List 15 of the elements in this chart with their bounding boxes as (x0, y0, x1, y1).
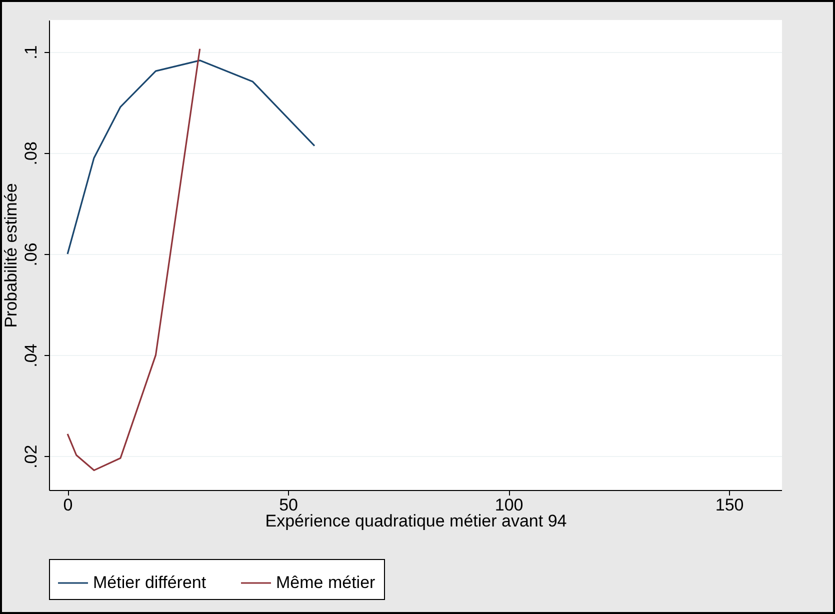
x-tick-label: 0 (63, 496, 73, 514)
x-tick-label: 100 (494, 496, 524, 514)
y-tick-label: .04 (22, 344, 40, 368)
x-axis-title: Expérience quadratique métier avant 94 (265, 512, 567, 530)
y-tick-label: .02 (22, 444, 40, 468)
legend-label: Même métier (276, 573, 376, 592)
line-series (66, 60, 316, 255)
x-tick-label: 150 (715, 496, 744, 514)
y-tick-label: .06 (22, 242, 40, 266)
legend-label: Métier différent (93, 573, 206, 592)
y-axis-title: Probabilité estimée (2, 183, 20, 328)
line-series (66, 48, 201, 472)
x-tick-label: 50 (279, 496, 298, 514)
y-tick-label: .08 (22, 142, 40, 166)
y-tick-label: .1 (22, 45, 40, 60)
